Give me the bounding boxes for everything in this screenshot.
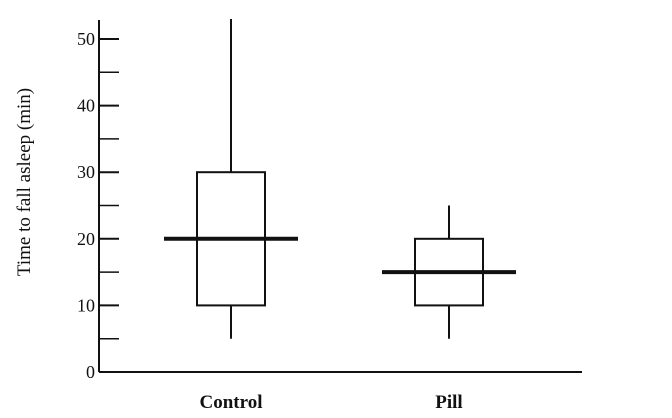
y-tick-label: 20 — [77, 229, 95, 249]
y-tick-label: 40 — [77, 96, 95, 116]
category-label: Pill — [435, 392, 462, 413]
category-label: Control — [200, 392, 263, 413]
boxes — [164, 19, 516, 339]
y-axis-ticks: 0 10 20 30 40 50 — [77, 29, 119, 382]
axes — [98, 20, 582, 373]
y-axis-label: Time to fall asleep (min) — [14, 88, 35, 276]
box-control — [164, 19, 298, 339]
x-axis-labels: Control Pill — [200, 392, 463, 413]
y-tick-label: 30 — [77, 162, 95, 182]
y-tick-label: 50 — [77, 29, 95, 49]
box-pill — [382, 205, 516, 339]
y-tick-label: 0 — [86, 362, 95, 382]
y-tick-label: 10 — [77, 295, 95, 315]
